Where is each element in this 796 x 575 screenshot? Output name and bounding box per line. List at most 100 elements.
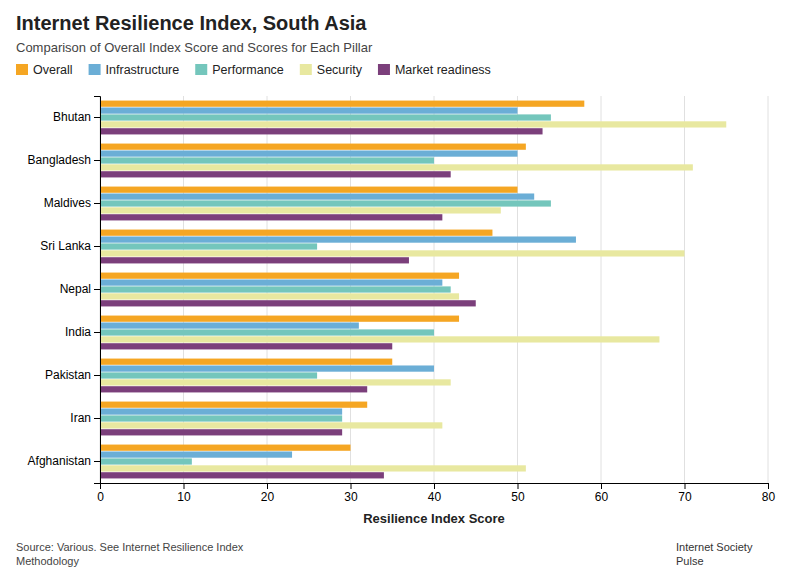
x-tick: 10 xyxy=(177,483,191,504)
x-tick-mark xyxy=(518,483,519,489)
source: Source: Various. See Internet Resilience… xyxy=(16,541,244,567)
legend-swatch xyxy=(16,64,28,75)
bar xyxy=(100,402,367,408)
bar xyxy=(100,164,693,170)
y-tick: Bangladesh xyxy=(28,153,100,167)
x-axis: 0 10 20 30 40 50 60 70 80 xyxy=(97,483,775,504)
x-tick: 80 xyxy=(762,483,776,504)
bar xyxy=(100,422,442,428)
x-tick-mark xyxy=(768,483,769,489)
legend-item: Security xyxy=(300,63,363,77)
y-tick-mark xyxy=(94,332,100,333)
legend-swatch xyxy=(89,64,101,75)
legend-item: Infrastructure xyxy=(89,63,180,77)
plot: 0 10 20 30 40 50 60 70 80 Bhutan Bangladesh Maldive… xyxy=(28,96,776,504)
bar xyxy=(100,445,351,451)
bar xyxy=(100,465,526,471)
bar xyxy=(100,193,534,199)
bar xyxy=(100,107,518,113)
bar xyxy=(100,200,551,206)
y-tick-mark xyxy=(94,418,100,419)
y-tick-mark xyxy=(94,375,100,376)
y-tick-mark xyxy=(94,160,100,161)
y-tick: Afghanistan xyxy=(28,454,100,468)
bar xyxy=(100,359,392,365)
source-line: Source: Various. See Internet Resilience… xyxy=(16,541,244,553)
bar xyxy=(100,429,342,435)
x-tick: 30 xyxy=(344,483,358,504)
bar xyxy=(100,336,659,342)
bars xyxy=(100,101,726,479)
x-tick-label: 40 xyxy=(428,490,442,504)
x-tick-mark xyxy=(685,483,686,489)
bar xyxy=(100,257,409,263)
y-tick-label: Nepal xyxy=(60,282,91,296)
y-tick-mark xyxy=(94,246,100,247)
y-tick-label: Bhutan xyxy=(53,110,91,124)
bar xyxy=(100,187,518,193)
source-line: Methodology xyxy=(16,555,79,567)
bar xyxy=(100,343,392,349)
legend-label: Overall xyxy=(33,63,73,77)
legend-label: Security xyxy=(317,63,363,77)
y-tick: Nepal xyxy=(60,282,100,296)
y-tick: India xyxy=(65,325,100,339)
y-axis-line xyxy=(94,97,101,484)
legend-swatch xyxy=(195,64,207,75)
bar xyxy=(100,236,576,242)
y-tick-mark xyxy=(94,203,100,204)
bar-series xyxy=(100,121,726,471)
x-tick-label: 60 xyxy=(595,490,609,504)
bar xyxy=(100,207,501,213)
y-tick: Iran xyxy=(70,411,100,425)
bar xyxy=(100,114,551,120)
x-axis-title: Resilience Index Score xyxy=(363,511,505,526)
bar xyxy=(100,365,434,371)
chart: Internet Resilience Index, South Asia Com… xyxy=(0,0,796,575)
y-tick: Maldives xyxy=(44,196,100,210)
x-tick-label: 50 xyxy=(511,490,525,504)
y-tick-label: Maldives xyxy=(44,196,91,210)
x-tick-label: 20 xyxy=(261,490,275,504)
x-tick-mark xyxy=(601,483,602,489)
title: Internet Resilience Index, South Asia xyxy=(16,12,367,34)
legend-label: Market readiness xyxy=(395,63,491,77)
brand-text: Pulse xyxy=(676,555,704,567)
bar xyxy=(100,150,518,156)
bar xyxy=(100,300,476,306)
bar xyxy=(100,286,451,292)
grid-line xyxy=(684,96,685,483)
x-tick-label: 30 xyxy=(344,490,358,504)
legend-label: Infrastructure xyxy=(106,63,180,77)
bar xyxy=(100,472,384,478)
y-tick: Sri Lanka xyxy=(40,239,100,253)
legend-item: Overall xyxy=(16,63,73,77)
bar xyxy=(100,101,584,107)
x-tick-mark xyxy=(267,483,268,489)
x-axis-line xyxy=(101,484,769,490)
legend-label: Performance xyxy=(212,63,284,77)
bar xyxy=(100,243,317,249)
bar xyxy=(100,408,342,414)
bar xyxy=(100,379,451,385)
bar xyxy=(100,451,292,457)
y-tick-label: Afghanistan xyxy=(28,454,91,468)
bar xyxy=(100,214,442,220)
bar xyxy=(100,250,685,256)
y-tick-label: Bangladesh xyxy=(28,153,91,167)
grid-line xyxy=(601,96,602,483)
bar-series xyxy=(100,128,543,478)
x-tick: 20 xyxy=(261,483,275,504)
subtitle: Comparison of Overall Index Score and Sc… xyxy=(16,40,373,55)
bar xyxy=(100,144,526,150)
brand-text: Internet Society xyxy=(676,541,753,553)
y-tick: Pakistan xyxy=(45,368,100,382)
bar-series xyxy=(100,107,576,457)
bar xyxy=(100,415,342,421)
y-tick-label: Sri Lanka xyxy=(40,239,91,253)
y-tick: Bhutan xyxy=(53,110,100,124)
bar xyxy=(100,279,442,285)
x-tick: 0 xyxy=(97,483,104,504)
y-tick-mark xyxy=(94,461,100,462)
x-tick: 70 xyxy=(678,483,692,504)
